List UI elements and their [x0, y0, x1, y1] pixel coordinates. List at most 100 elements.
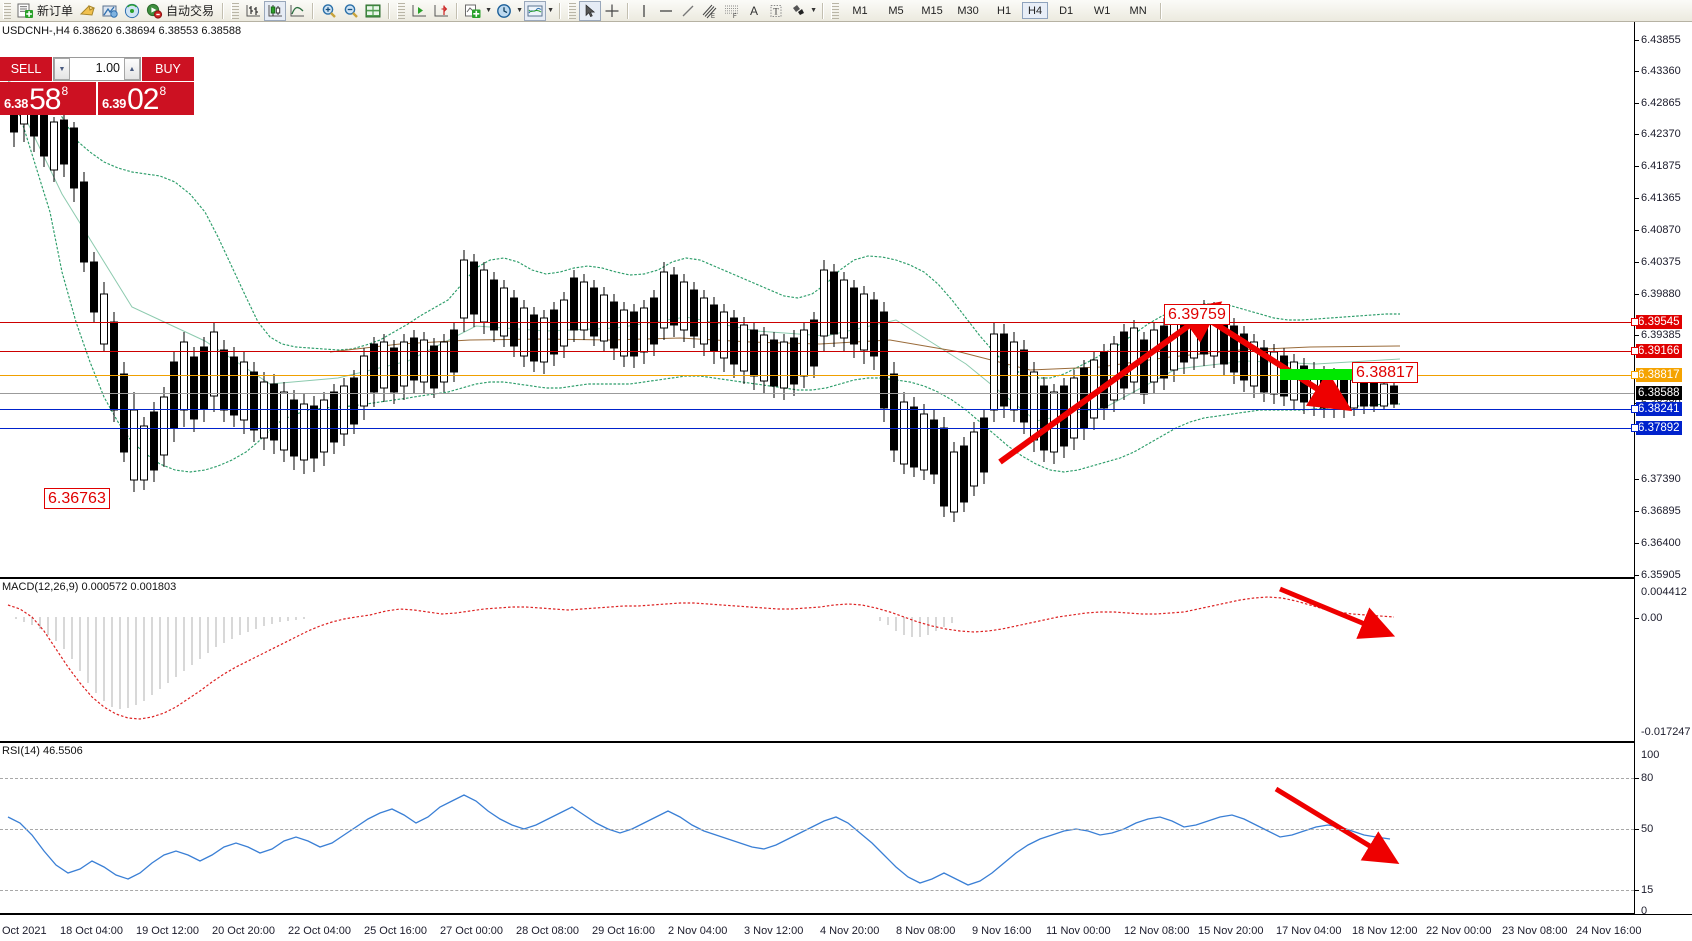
- timeframe-m30[interactable]: M30: [957, 4, 979, 17]
- metaeditor-icon[interactable]: [77, 1, 99, 21]
- zoom-out-icon[interactable]: [340, 1, 362, 21]
- target-price-tag[interactable]: 6.38817: [1352, 362, 1418, 383]
- time-axis[interactable]: Oct 2021 18 Oct 04:00 19 Oct 12:00 20 Oc…: [0, 914, 1692, 941]
- high-price-tag[interactable]: 6.39759: [1164, 304, 1230, 325]
- x-tick-18: 18 Nov 12:00: [1352, 925, 1418, 937]
- toolbar-grip-3[interactable]: [397, 2, 406, 19]
- timeframe-m5[interactable]: M5: [888, 4, 904, 17]
- volume-increment-icon[interactable]: ▲: [124, 58, 140, 80]
- resistance-2-badge[interactable]: 6.39545: [1636, 315, 1682, 329]
- bar-chart-icon[interactable]: [242, 1, 264, 21]
- new-order-icon[interactable]: [14, 1, 36, 21]
- volume-decrement-icon[interactable]: ▼: [54, 58, 70, 80]
- support-2-handle[interactable]: [1631, 424, 1639, 432]
- toolbar-separator-2: [312, 2, 315, 19]
- chart-area[interactable]: USDCNH-,H4 6.38620 6.38694 6.38553 6.385…: [0, 22, 1692, 941]
- pivot-badge[interactable]: 6.38817: [1636, 368, 1682, 382]
- macd-pane[interactable]: MACD(12,26,9) 0.000572 0.001803: [0, 578, 1634, 742]
- add-indicator-dropdown-icon[interactable]: ▼: [485, 7, 492, 14]
- cursor-icon[interactable]: [579, 0, 602, 21]
- line-chart-icon[interactable]: [286, 1, 308, 21]
- equidistant-channel-icon[interactable]: E: [699, 1, 721, 21]
- chart-shift-icon[interactable]: [430, 1, 452, 21]
- pivot-line[interactable]: [0, 375, 1634, 376]
- volume-input[interactable]: ▼ 1.00 ▲: [53, 57, 141, 81]
- pivot-handle[interactable]: [1631, 371, 1639, 379]
- y-tick-1: 6.43360: [1641, 65, 1681, 77]
- toolbar-grip-5[interactable]: [831, 2, 840, 19]
- timeframe-mn[interactable]: MN: [1129, 4, 1147, 17]
- support-1-handle[interactable]: [1631, 405, 1639, 413]
- period-dropdown-icon[interactable]: ▼: [516, 7, 523, 14]
- sell-button[interactable]: SELL: [0, 57, 52, 81]
- price-axis[interactable]: 6.43855 6.43360 6.42865 6.42370 6.41875 …: [1631, 22, 1692, 941]
- x-tick-2: 19 Oct 12:00: [136, 925, 199, 937]
- rsi-pane[interactable]: RSI(14) 46.5506: [0, 742, 1634, 914]
- timeframe-h1[interactable]: H1: [997, 4, 1012, 17]
- crosshair-icon[interactable]: [601, 1, 623, 21]
- y-tick-2: 6.42865: [1641, 97, 1681, 109]
- zoom-in-icon[interactable]: [318, 1, 340, 21]
- timeframe-w1[interactable]: W1: [1093, 4, 1111, 17]
- y-tick-13: 6.36400: [1641, 537, 1681, 549]
- add-indicator-icon[interactable]: [462, 1, 484, 21]
- expert-advisors-icon[interactable]: [99, 1, 121, 21]
- sell-price-quote[interactable]: 6.38 58 8: [0, 82, 96, 115]
- timeframe-m1[interactable]: M1: [852, 4, 868, 17]
- timeframe-d1[interactable]: D1: [1059, 4, 1074, 17]
- templates-dropdown-icon[interactable]: ▼: [547, 7, 554, 14]
- new-order-label[interactable]: 新订单: [37, 4, 74, 18]
- auto-scroll-icon[interactable]: [408, 1, 430, 21]
- toolbar-grip[interactable]: [3, 2, 11, 19]
- y-tick-14: 6.35905: [1641, 569, 1681, 581]
- buy-price-fraction: 8: [159, 84, 167, 98]
- x-tick-11: 4 Nov 20:00: [820, 925, 880, 937]
- one-click-trading-panel[interactable]: SELL ▼ 1.00 ▲ BUY 6.38 58 8 6.39 02 8: [0, 57, 194, 115]
- buy-price-main: 02: [127, 83, 159, 116]
- rsi-label: RSI(14) 46.5506: [2, 745, 83, 757]
- resistance-1-badge[interactable]: 6.39166: [1636, 344, 1682, 358]
- shapes-icon[interactable]: [787, 1, 809, 21]
- toolbar-grip-2[interactable]: [231, 2, 240, 19]
- x-tick-19: 22 Nov 00:00: [1426, 925, 1492, 937]
- tile-windows-icon[interactable]: [362, 1, 384, 21]
- x-tick-3: 20 Oct 20:00: [212, 925, 275, 937]
- y-tick-5: 6.41365: [1641, 192, 1681, 204]
- support-1-badge[interactable]: 6.38241: [1636, 402, 1682, 416]
- fibonacci-retracement-icon[interactable]: F: [721, 1, 743, 21]
- support-2-badge[interactable]: 6.37892: [1636, 421, 1682, 435]
- drawings-overlay[interactable]: [0, 22, 1634, 578]
- svg-text:E: E: [711, 14, 715, 19]
- vertical-line-icon[interactable]: [633, 1, 655, 21]
- resistance-2-handle[interactable]: [1631, 318, 1639, 326]
- resistance-line-2[interactable]: [0, 322, 1634, 323]
- low-price-tag[interactable]: 6.36763: [44, 488, 110, 509]
- period-clock-icon[interactable]: [493, 1, 515, 21]
- support-line-1[interactable]: [0, 409, 1634, 410]
- templates-icon[interactable]: [524, 0, 547, 21]
- toolbar-grip-4[interactable]: [568, 2, 577, 19]
- autotrade-icon[interactable]: [143, 1, 165, 21]
- last-price-badge[interactable]: 6.38588: [1636, 386, 1682, 400]
- text-label-icon[interactable]: T: [765, 1, 787, 21]
- resistance-1-handle[interactable]: [1631, 347, 1639, 355]
- price-pane[interactable]: USDCNH-,H4 6.38620 6.38694 6.38553 6.385…: [0, 22, 1634, 578]
- text-icon[interactable]: A: [750, 3, 759, 18]
- timeframe-m15[interactable]: M15: [921, 4, 943, 17]
- volume-value[interactable]: 1.00: [95, 61, 120, 75]
- trendline-icon[interactable]: [677, 1, 699, 21]
- autotrade-label[interactable]: 自动交易: [166, 4, 215, 18]
- signals-icon[interactable]: [121, 1, 143, 21]
- buy-button[interactable]: BUY: [142, 57, 194, 81]
- rsi-tick-0: 0: [1641, 905, 1648, 917]
- shapes-dropdown-icon[interactable]: ▼: [810, 7, 817, 14]
- support-line-2[interactable]: [0, 428, 1634, 429]
- buy-price-quote[interactable]: 6.39 02 8: [98, 82, 194, 115]
- horizontal-line-icon[interactable]: [655, 1, 677, 21]
- timeframe-h4[interactable]: H4: [1022, 2, 1049, 19]
- x-tick-6: 27 Oct 00:00: [440, 925, 503, 937]
- candlestick-chart-icon[interactable]: [264, 0, 287, 21]
- resistance-line-1[interactable]: [0, 351, 1634, 352]
- y-tick-3: 6.42370: [1641, 128, 1681, 140]
- x-tick-15: 12 Nov 08:00: [1124, 925, 1190, 937]
